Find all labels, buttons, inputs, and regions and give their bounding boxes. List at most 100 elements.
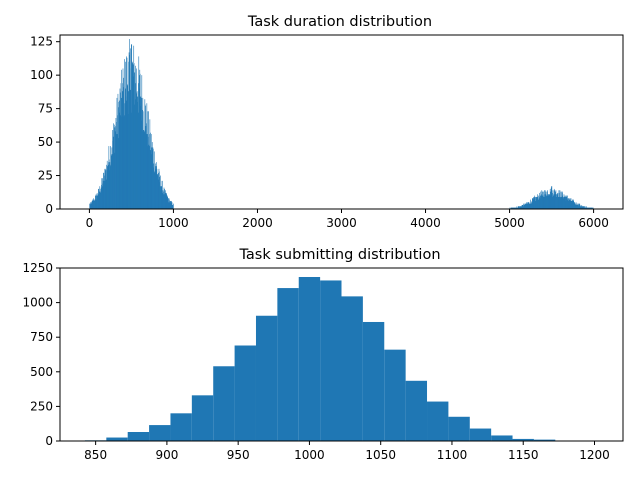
duration-bar [158, 168, 160, 209]
submitting-bar [255, 315, 278, 441]
duration-bar [120, 83, 122, 209]
duration-bar [123, 116, 125, 209]
duration-bar [527, 202, 528, 209]
x-tick-label: 6000 [578, 216, 609, 230]
duration-bar [95, 195, 96, 209]
duration-bar [170, 202, 171, 209]
duration-bar [548, 194, 549, 209]
duration-bar [538, 195, 539, 209]
duration-bar [121, 69, 122, 209]
duration-bar [554, 190, 555, 209]
duration-bar [169, 199, 170, 209]
duration-bar [99, 186, 101, 209]
duration-bar [520, 206, 521, 209]
duration-bar [568, 198, 569, 209]
duration-bar [518, 206, 520, 209]
duration-bar [585, 207, 587, 209]
duration-bar [149, 134, 150, 209]
duration-bar [157, 175, 159, 209]
duration-bar [539, 196, 541, 209]
duration-bar [526, 203, 527, 209]
duration-bar [535, 196, 537, 209]
duration-bar [510, 207, 512, 209]
duration-bar [572, 200, 574, 209]
duration-bar [111, 154, 113, 209]
duration-bar [518, 206, 520, 209]
duration-bar [569, 199, 570, 209]
duration-bar [543, 196, 545, 209]
duration-bar [89, 203, 91, 209]
duration-bar [123, 87, 124, 209]
submitting-bar [320, 280, 342, 441]
duration-bar [559, 190, 561, 209]
y-tick-label: 0 [45, 202, 53, 216]
submitting-bar [362, 321, 385, 441]
duration-bar [169, 200, 171, 209]
duration-bar [159, 176, 160, 209]
duration-bar [130, 112, 132, 209]
duration-bar [145, 126, 147, 209]
duration-bar [517, 207, 519, 209]
duration-bar [129, 68, 131, 209]
duration-bar [118, 138, 119, 209]
duration-bar [579, 203, 581, 209]
duration-bar [91, 202, 92, 209]
duration-bar [106, 164, 107, 209]
duration-bar [94, 200, 96, 209]
duration-bar [582, 206, 584, 209]
duration-bar [580, 206, 582, 209]
duration-bar [155, 168, 157, 209]
duration-bar [117, 93, 119, 209]
duration-bar [583, 206, 584, 209]
duration-bar [134, 104, 135, 209]
duration-bar [138, 83, 139, 209]
duration-bar [162, 190, 164, 209]
duration-bar [532, 198, 533, 209]
duration-bar [577, 206, 579, 209]
duration-bar [107, 164, 109, 209]
duration-bar [529, 203, 531, 209]
duration-bar [513, 207, 515, 209]
duration-bar [142, 111, 144, 209]
duration-bar [129, 39, 131, 210]
duration-chart-title: Task duration distribution [247, 14, 432, 30]
duration-bar [168, 198, 170, 209]
duration-bar [514, 207, 515, 209]
duration-bar [161, 186, 162, 209]
duration-bar [571, 200, 572, 209]
duration-bar [573, 200, 575, 209]
duration-bar [166, 198, 168, 209]
x-tick-label: 0 [86, 216, 94, 230]
duration-bar [163, 194, 164, 209]
duration-bar [587, 207, 589, 209]
duration-bar [141, 75, 143, 210]
duration-bar [549, 195, 550, 209]
duration-bar [92, 200, 93, 209]
duration-bar [567, 198, 569, 209]
duration-bar [576, 204, 578, 209]
duration-bar [591, 207, 593, 209]
duration-bar [590, 207, 592, 209]
duration-bar [548, 194, 550, 209]
duration-bar [146, 134, 148, 209]
duration-bar [106, 170, 108, 209]
duration-bar [550, 195, 551, 209]
duration-bar [565, 200, 567, 209]
duration-bar [131, 44, 133, 209]
duration-bar [537, 194, 538, 209]
x-tick-label: 4000 [410, 216, 441, 230]
duration-bar [141, 120, 142, 209]
duration-bar [547, 190, 548, 209]
duration-bar [135, 83, 137, 209]
duration-bar [584, 207, 586, 209]
submitting-bar [341, 296, 363, 441]
duration-bar [549, 194, 551, 209]
duration-bar [572, 199, 574, 209]
duration-bar [530, 200, 532, 209]
duration-bar [566, 196, 567, 209]
duration-bar [151, 142, 153, 209]
duration-bar [514, 207, 516, 209]
duration-bar [147, 136, 149, 209]
duration-bar [537, 196, 539, 209]
duration-bar [583, 206, 585, 209]
